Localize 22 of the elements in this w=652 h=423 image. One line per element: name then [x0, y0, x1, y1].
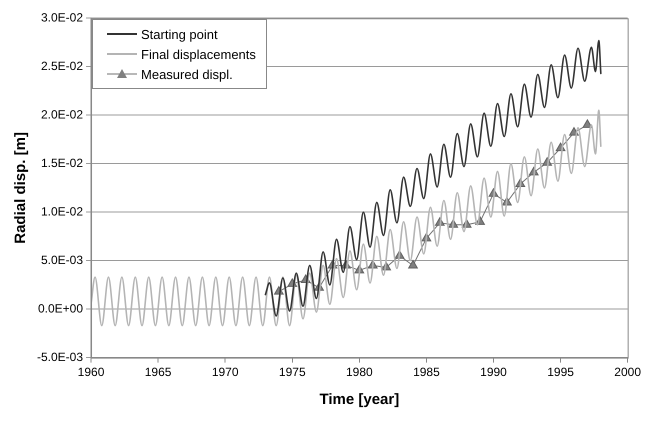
x-tick-label: 1995 [547, 365, 574, 380]
y-tick-label: 2.0E-02 [40, 107, 84, 122]
y-tick-label: 2.5E-02 [40, 59, 84, 73]
x-tick-label: 1975 [278, 365, 306, 380]
x-tick-label: 1965 [144, 365, 172, 380]
x-axis-title: Time [year] [319, 391, 400, 408]
y-tick-label: 3.0E-02 [40, 10, 84, 25]
y-axis-title: Radial disp. [m] [12, 132, 30, 244]
legend-label: Starting point [141, 26, 218, 42]
x-tick-label: 1960 [78, 365, 105, 380]
y-tick-label: 1.5E-02 [40, 156, 84, 170]
y-tick-label: 1.0E-02 [40, 204, 84, 218]
y-tick-label: -5.0E-03 [36, 350, 84, 364]
x-tick-label: 1980 [346, 365, 374, 380]
legend-label: Measured displ. [141, 66, 233, 82]
y-tick-label: 5.0E-03 [40, 252, 84, 267]
x-tick-label: 1970 [212, 365, 239, 380]
x-tick-label: 1990 [480, 365, 508, 380]
x-tick-label: 1985 [413, 365, 440, 380]
legend-label: Final displacements [141, 46, 256, 62]
x-tick-label: 2000 [614, 365, 642, 380]
y-tick-label: 0.0E+00 [38, 301, 84, 316]
